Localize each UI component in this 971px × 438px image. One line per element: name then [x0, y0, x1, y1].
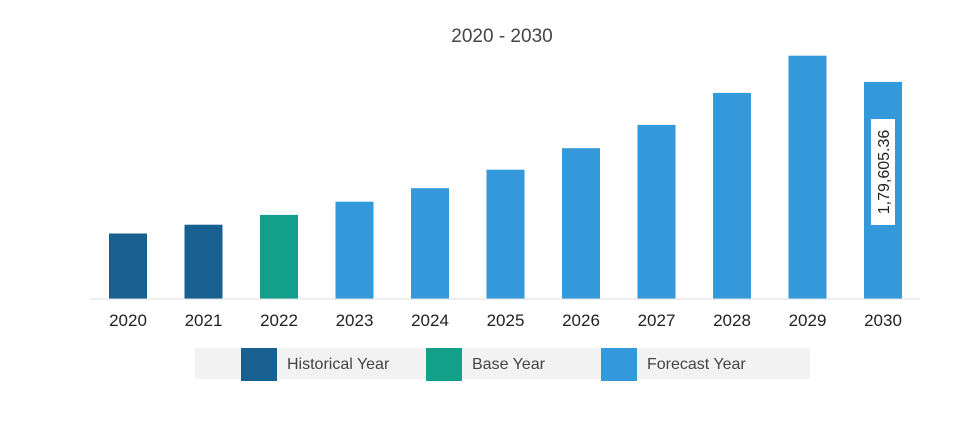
x-tick-label-2022: 2022 [260, 311, 298, 330]
legend-swatch-forecast [601, 348, 637, 381]
legend-label-historical: Historical Year [287, 356, 390, 373]
legend-background [195, 348, 810, 379]
x-tick-label-2026: 2026 [562, 311, 600, 330]
legend-label-base: Base Year [472, 356, 546, 373]
bar-2029 [788, 55, 827, 300]
x-tick-label-2027: 2027 [638, 311, 676, 330]
x-tick-label-2029: 2029 [789, 311, 827, 330]
chart-title: 2020 - 2030 [451, 26, 552, 47]
bars-group [109, 55, 902, 300]
bar-2026 [562, 148, 600, 299]
x-tick-label-2023: 2023 [336, 311, 374, 330]
bar-2025 [486, 169, 525, 299]
x-tick-label-2024: 2024 [411, 311, 449, 330]
bar-2023 [335, 201, 374, 299]
x-tick-label-2025: 2025 [487, 311, 525, 330]
bar-2028 [713, 92, 751, 300]
legend-swatch-historical [241, 348, 277, 381]
bar-2020 [109, 233, 147, 299]
data-labels-group: 1,79,605.36 [871, 119, 895, 225]
bar-2027 [637, 124, 676, 300]
legend-label-forecast: Forecast Year [647, 356, 746, 373]
x-axis-ticks: 2020 2021 2022 2023 2024 2025 2026 2027 2028 2029… [109, 311, 902, 330]
legend: Historical Year Base Year Forecast Year [241, 348, 746, 381]
bar-2021 [184, 224, 223, 299]
bar-2024 [411, 188, 449, 299]
data-label-background [871, 119, 895, 225]
bar-2022 [260, 214, 298, 299]
x-tick-label-2028: 2028 [713, 311, 751, 330]
data-label-2030: 1,79,605.36 [871, 119, 895, 225]
x-tick-label-2021: 2021 [185, 311, 223, 330]
legend-swatch-base [426, 348, 462, 381]
data-label-text: 1,79,605.36 [876, 130, 893, 215]
x-tick-label-2020: 2020 [109, 311, 147, 330]
x-tick-label-2030: 2030 [864, 311, 902, 330]
